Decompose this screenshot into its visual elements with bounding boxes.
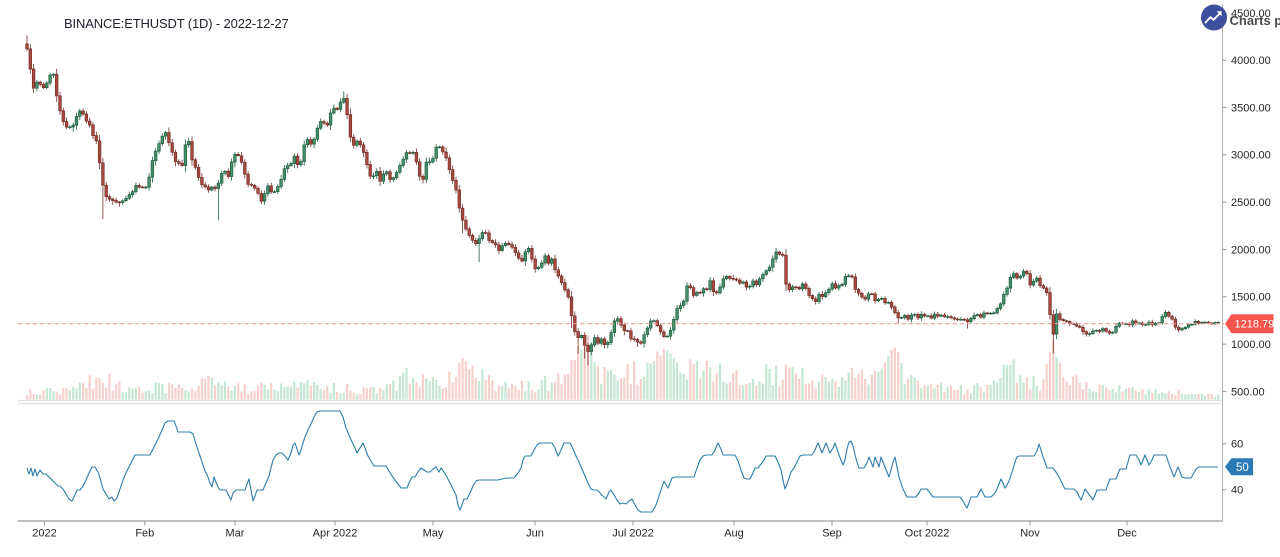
svg-text:40: 40 xyxy=(1231,485,1243,497)
svg-text:Mar: Mar xyxy=(226,528,245,540)
svg-text:2500.00: 2500.00 xyxy=(1231,197,1271,209)
svg-text:Dec: Dec xyxy=(1117,528,1137,540)
svg-text:Jul 2022: Jul 2022 xyxy=(612,528,654,540)
svg-text:May: May xyxy=(423,528,444,540)
svg-text:3000.00: 3000.00 xyxy=(1231,150,1271,162)
svg-text:Apr 2022: Apr 2022 xyxy=(313,528,358,540)
svg-text:4000.00: 4000.00 xyxy=(1231,55,1271,67)
svg-text:BINANCE:ETHUSDT (1D) - 2022-12: BINANCE:ETHUSDT (1D) - 2022-12-27 xyxy=(64,16,289,31)
svg-text:Oct 2022: Oct 2022 xyxy=(905,528,950,540)
svg-text:1218.79: 1218.79 xyxy=(1235,319,1275,331)
svg-text:1000.00: 1000.00 xyxy=(1231,339,1271,351)
svg-text:1500.00: 1500.00 xyxy=(1231,292,1271,304)
svg-text:50: 50 xyxy=(1236,462,1249,474)
svg-text:Jun: Jun xyxy=(526,528,544,540)
svg-text:Aug: Aug xyxy=(724,528,744,540)
svg-text:2000.00: 2000.00 xyxy=(1231,244,1271,256)
svg-text:Charts p: Charts p xyxy=(1230,13,1280,28)
svg-text:500.00: 500.00 xyxy=(1231,386,1265,398)
svg-text:Feb: Feb xyxy=(135,528,154,540)
svg-text:Nov: Nov xyxy=(1020,528,1040,540)
svg-text:60: 60 xyxy=(1231,439,1243,451)
svg-text:2022: 2022 xyxy=(32,528,56,540)
svg-text:3500.00: 3500.00 xyxy=(1231,102,1271,114)
svg-text:Sep: Sep xyxy=(822,528,842,540)
